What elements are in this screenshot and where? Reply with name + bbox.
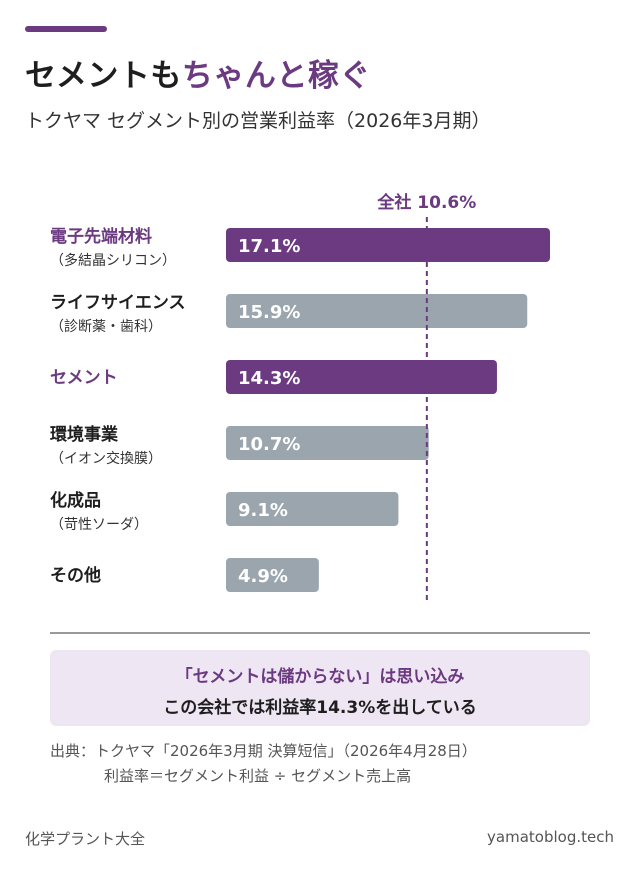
page-title: セメントもちゃんと稼ぐ [25, 50, 371, 95]
bar-value-label: 17.1% [238, 236, 300, 257]
footer-url: yamatoblog.tech [487, 828, 614, 846]
bar [226, 360, 497, 394]
bar-value-label: 15.9% [238, 302, 300, 323]
category-label: 環境事業 [50, 424, 118, 445]
bar-value-label: 14.3% [238, 368, 300, 389]
divider [50, 632, 590, 634]
bar-chart: 17.1% 電子先端材料 （多結晶シリコン） 15.9% ライフサイエンス （診断薬・歯科… [50, 192, 550, 600]
reference-label: 全社 10.6% [376, 192, 476, 213]
category-sublabel: （診断薬・歯科） [50, 319, 162, 335]
category-label: 電子先端材料 [50, 226, 152, 247]
callout-line-1: 「セメントは儲からない」は思い込み [175, 667, 465, 687]
category-label: セメント [50, 368, 118, 388]
callout-box: 「セメントは儲からない」は思い込み この会社では利益率14.3%を出している [50, 650, 590, 726]
category-label: その他 [50, 565, 101, 586]
title-main: セメントも [25, 58, 182, 94]
page-subtitle: トクヤマ セグメント別の営業利益率（2026年3月期） [25, 110, 491, 132]
category-label: 化成品 [50, 490, 101, 511]
bar-value-label: 4.9% [238, 566, 288, 587]
accent-bar [25, 26, 107, 32]
source-line-2: 利益率＝セグメント利益 ÷ セグメント売上高 [104, 767, 412, 785]
source-line-1: 出典：トクヤマ「2026年3月期 決算短信」（2026年4月28日） [50, 742, 477, 760]
title-highlight: ちゃんと稼ぐ [181, 58, 371, 94]
bar [226, 558, 319, 592]
bar-value-label: 10.7% [238, 434, 300, 455]
category-sublabel: （イオン交換膜） [50, 450, 162, 467]
bar [226, 294, 528, 328]
category-sublabel: （苛性ソーダ） [50, 516, 148, 533]
callout-line-2: この会社では利益率14.3%を出している [163, 698, 477, 718]
bar [226, 426, 429, 460]
bar-value-label: 9.1% [238, 500, 288, 521]
category-label: ライフサイエンス [50, 293, 186, 313]
bar [226, 492, 399, 526]
bar [226, 228, 550, 262]
category-sublabel: （多結晶シリコン） [50, 252, 176, 269]
footer-brand: 化学プラント大全 [25, 830, 146, 848]
